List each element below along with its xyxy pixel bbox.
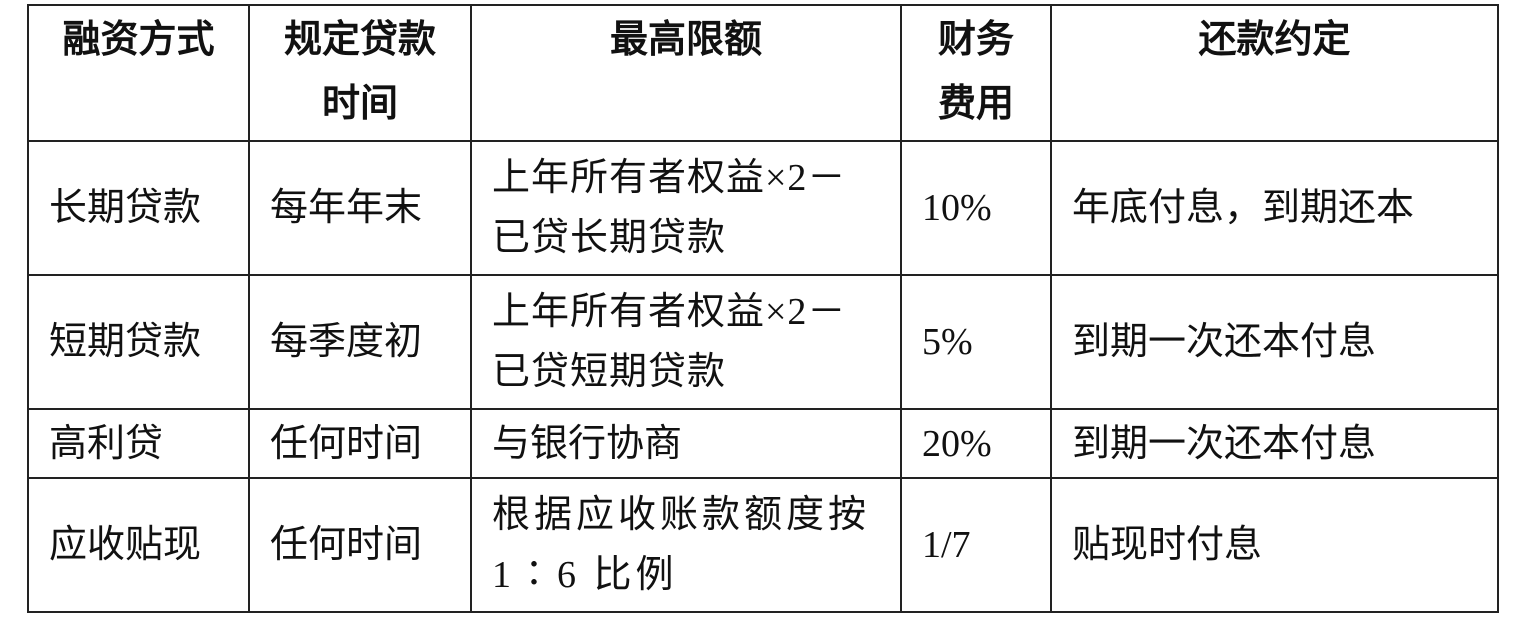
cell-repayment: 到期一次还本付息: [1050, 408, 1499, 479]
financing-table: 融资方式 规定贷款时间 最高限额 财务费用 还款约定 长期贷款 每年年末 上年所…: [27, 4, 1499, 613]
cell-time: 每季度初: [248, 274, 472, 410]
table-row: 高利贷 任何时间 与银行协商 20% 到期一次还本付息: [27, 408, 1499, 479]
cell-method: 应收贴现: [27, 477, 250, 613]
cell-method: 高利贷: [27, 408, 250, 479]
cell-time: 每年年末: [248, 140, 472, 276]
header-loan-time: 规定贷款时间: [248, 4, 472, 142]
cell-repayment: 年底付息，到期还本: [1050, 140, 1499, 276]
cell-method: 短期贷款: [27, 274, 250, 410]
cell-time: 任何时间: [248, 408, 472, 479]
table-row: 长期贷款 每年年末 上年所有者权益×2－已贷长期贷款 10% 年底付息，到期还本: [27, 140, 1499, 276]
cell-limit: 根据应收账款额度按 1∶6 比例: [470, 477, 902, 613]
cell-cost: 5%: [900, 274, 1052, 410]
cell-time: 任何时间: [248, 477, 472, 613]
table-row: 短期贷款 每季度初 上年所有者权益×2－已贷短期贷款 5% 到期一次还本付息: [27, 274, 1499, 410]
cell-limit: 与银行协商: [470, 408, 902, 479]
cell-method: 长期贷款: [27, 140, 250, 276]
cell-cost: 10%: [900, 140, 1052, 276]
header-finance-cost: 财务费用: [900, 4, 1052, 142]
cell-repayment: 到期一次还本付息: [1050, 274, 1499, 410]
header-repayment: 还款约定: [1050, 4, 1499, 142]
cell-cost: 1/7: [900, 477, 1052, 613]
cell-repayment: 贴现时付息: [1050, 477, 1499, 613]
cell-limit: 上年所有者权益×2－已贷长期贷款: [470, 140, 902, 276]
header-row: 融资方式 规定贷款时间 最高限额 财务费用 还款约定: [27, 4, 1499, 142]
header-max-limit: 最高限额: [470, 4, 902, 142]
header-financing-method: 融资方式: [27, 4, 250, 142]
table-row: 应收贴现 任何时间 根据应收账款额度按 1∶6 比例 1/7 贴现时付息: [27, 477, 1499, 613]
cell-limit: 上年所有者权益×2－已贷短期贷款: [470, 274, 902, 410]
cell-cost: 20%: [900, 408, 1052, 479]
